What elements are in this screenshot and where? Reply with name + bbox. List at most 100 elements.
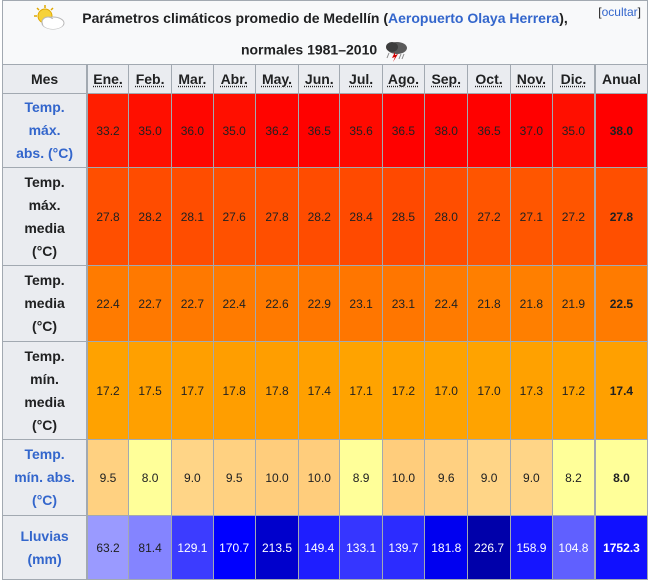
- table-cell: 213.5: [254, 515, 300, 580]
- row-header-line[interactable]: (°C): [32, 492, 58, 508]
- table-cell: 104.8: [552, 515, 596, 580]
- row-header: Lluvias (mm): [2, 515, 89, 580]
- row-header-line[interactable]: máx.: [28, 122, 61, 138]
- header-mes: Mes: [2, 64, 89, 94]
- table-cell: 133.1: [339, 515, 383, 580]
- table-row: Temp. mín. media (°C) 17.2 17.5 17.7 17.8 17.8 17…: [2, 341, 648, 440]
- header-month[interactable]: Abr.: [212, 64, 256, 94]
- table-cell: 27.8: [254, 167, 300, 266]
- header-month[interactable]: Dic.: [552, 64, 596, 94]
- row-header: Temp. mín. abs. (°C): [2, 439, 89, 516]
- row-header-line[interactable]: Temp.: [24, 99, 65, 115]
- table-cell: 10.0: [298, 439, 341, 516]
- row-header: Temp. media (°C): [2, 265, 89, 342]
- row-header-line[interactable]: abs. (°C): [16, 145, 74, 161]
- table-cell: 17.2: [552, 341, 596, 440]
- table-cell: 22.7: [127, 265, 173, 342]
- row-header-line: media: [24, 295, 65, 311]
- partly-cloudy-icon: [34, 5, 65, 30]
- header-month[interactable]: Jul.: [339, 64, 383, 94]
- table-cell: 22.4: [86, 265, 129, 342]
- row-header-line[interactable]: Temp.: [24, 446, 65, 462]
- table-cell: 17.0: [467, 341, 511, 440]
- table-cell: 17.7: [171, 341, 214, 440]
- table-cell: 28.0: [424, 167, 469, 266]
- hide-toggle: [ocultar]: [598, 5, 641, 19]
- table-cell: 27.6: [212, 167, 256, 266]
- table-cell: 27.1: [509, 167, 554, 266]
- table-cell: 27.8: [86, 167, 129, 266]
- table-cell: 9.0: [171, 439, 214, 516]
- row-header-line: mín.: [30, 370, 59, 387]
- table-cell: 21.9: [552, 265, 596, 342]
- caption-title: Parámetros climáticos promedio de Medell…: [3, 10, 647, 26]
- caption-period: normales 1981–2010: [3, 39, 647, 63]
- table-cell: 17.3: [509, 341, 554, 440]
- caption-station-link[interactable]: Aeropuerto Olaya Herrera: [388, 10, 560, 26]
- table-cell: 9.0: [509, 439, 554, 516]
- table-cell: 17.1: [339, 341, 383, 440]
- table-cell: 10.0: [381, 439, 426, 516]
- row-header-line[interactable]: mín. abs.: [14, 469, 75, 485]
- table-cell: 129.1: [171, 515, 214, 580]
- row-header-line[interactable]: Lluvias: [20, 527, 69, 544]
- storm-cloud-icon: [386, 42, 408, 62]
- table-cell: 35.0: [127, 93, 173, 168]
- header-month[interactable]: Ago.: [381, 64, 426, 94]
- table-cell: 9.6: [424, 439, 469, 516]
- table-cell: 38.0: [424, 93, 469, 168]
- table-cell: 22.9: [298, 265, 341, 342]
- row-header-line: máx.: [28, 196, 61, 213]
- row-header-line: (°C): [32, 318, 58, 334]
- header-month[interactable]: Ene.: [86, 64, 129, 94]
- header-month[interactable]: Jun.: [298, 64, 341, 94]
- caption-prefix: Parámetros climáticos promedio de Medell…: [82, 10, 388, 26]
- annual-cell: 22.5: [594, 265, 648, 342]
- header-month[interactable]: Feb.: [127, 64, 173, 94]
- row-header-line[interactable]: (mm): [27, 550, 62, 567]
- table-cell: 17.2: [86, 341, 129, 440]
- table-cell: 139.7: [381, 515, 426, 580]
- table-cell: 170.7: [212, 515, 256, 580]
- table-cell: 9.0: [467, 439, 511, 516]
- hide-link[interactable]: ocultar: [601, 5, 638, 19]
- table-cell: 226.7: [467, 515, 511, 580]
- table-row: Temp. mín. abs. (°C) 9.5 8.0 9.0 9.5 10.0 10.0 8.…: [2, 439, 648, 516]
- row-header: Temp. mín. media (°C): [2, 341, 89, 440]
- row-header: Temp. máx. abs. (°C): [2, 93, 89, 168]
- table-cell: 22.7: [171, 265, 214, 342]
- table-cell: 158.9: [509, 515, 554, 580]
- row-header-line: Temp.: [24, 173, 65, 190]
- table-cell: 17.8: [254, 341, 300, 440]
- table-cell: 81.4: [127, 515, 173, 580]
- table-cell: 21.8: [509, 265, 554, 342]
- table-cell: 8.9: [339, 439, 383, 516]
- table-cell: 35.0: [552, 93, 596, 168]
- hide-bracket-open: [: [598, 5, 602, 19]
- table-cell: 33.2: [86, 93, 129, 168]
- table-cell: 149.4: [298, 515, 341, 580]
- table-cell: 9.5: [86, 439, 129, 516]
- header-month[interactable]: Sep.: [424, 64, 469, 94]
- table-cell: 22.4: [212, 265, 256, 342]
- header-month[interactable]: May.: [254, 64, 300, 94]
- table-cell: 17.2: [381, 341, 426, 440]
- table-row: Temp. máx. media (°C) 27.8 28.2 28.1 27.6 27.8 28…: [2, 167, 648, 266]
- table-cell: 35.0: [212, 93, 256, 168]
- header-month[interactable]: Mar.: [171, 64, 214, 94]
- annual-cell: 17.4: [594, 341, 648, 440]
- table-cell: 27.2: [467, 167, 511, 266]
- header-annual: Anual: [594, 64, 648, 94]
- table-cell: 17.0: [424, 341, 469, 440]
- table-row: Temp. media (°C) 22.4 22.7 22.7 22.4 22.6 22.9 23…: [2, 265, 648, 342]
- caption-suffix: ),: [559, 10, 568, 26]
- row-header-line: media: [24, 219, 65, 236]
- caption-normals: normales 1981–2010: [240, 41, 378, 58]
- header-month[interactable]: Nov.: [509, 64, 554, 94]
- month-header-row: Mes Ene. Feb. Mar. Abr. May. Jun. Jul. Ago. Sep. O…: [2, 64, 648, 94]
- table-cell: 36.5: [467, 93, 511, 168]
- table-cell: 28.5: [381, 167, 426, 266]
- header-month[interactable]: Oct.: [467, 64, 511, 94]
